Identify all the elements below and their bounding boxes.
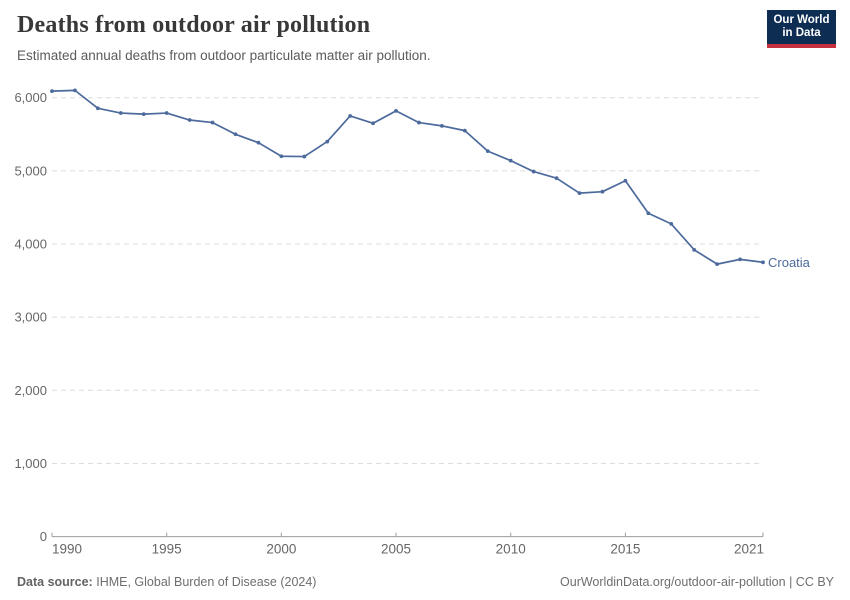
data-point[interactable] xyxy=(50,89,54,94)
data-point[interactable] xyxy=(417,120,421,125)
data-source-value: IHME, Global Burden of Disease (2024) xyxy=(96,575,317,589)
data-point[interactable] xyxy=(485,149,490,153)
data-point[interactable] xyxy=(623,178,628,183)
chart-subtitle: Estimated annual deaths from outdoor par… xyxy=(17,48,431,63)
y-tick-label: 6,000 xyxy=(14,90,47,105)
data-source-label: Data source: xyxy=(17,575,93,589)
y-tick-label: 2,000 xyxy=(14,383,47,398)
y-tick-label: 4,000 xyxy=(14,237,47,252)
y-tick-label: 0 xyxy=(40,529,47,544)
data-point[interactable] xyxy=(508,158,513,163)
data-point[interactable] xyxy=(531,169,536,174)
owid-logo-line1: Our World xyxy=(773,14,830,26)
data-point[interactable] xyxy=(577,191,582,196)
line-chart[interactable]: 0 1,000 2,000 3,000 4,000 5,000 6,000 1990 1995 2… xyxy=(0,78,850,557)
chart-header: Deaths from outdoor air pollution Estima… xyxy=(17,12,750,63)
data-point[interactable] xyxy=(371,121,375,126)
data-point[interactable] xyxy=(692,247,697,252)
data-point[interactable] xyxy=(761,260,765,265)
owid-logo-line2: in Data xyxy=(782,27,821,39)
credit: OurWorldinData.org/outdoor-air-pollution… xyxy=(560,575,834,589)
data-point[interactable] xyxy=(554,176,559,181)
data-source: Data source: IHME, Global Burden of Dise… xyxy=(17,575,316,589)
data-point[interactable] xyxy=(233,132,238,137)
data-point[interactable] xyxy=(73,88,77,93)
data-point[interactable] xyxy=(210,120,215,125)
owid-logo[interactable]: Our World in Data xyxy=(767,10,836,48)
line-chart-svg[interactable]: 0 1,000 2,000 3,000 4,000 5,000 6,000 1990 1995 2… xyxy=(0,78,850,557)
page-title: Deaths from outdoor air pollution xyxy=(17,12,371,38)
data-point[interactable] xyxy=(440,123,444,128)
x-tick-label: 1990 xyxy=(52,542,82,556)
x-tick-label: 2000 xyxy=(266,542,296,556)
x-tick-label: 1995 xyxy=(152,542,182,556)
x-tick-label: 2010 xyxy=(496,542,526,556)
x-tick-label: 2021 xyxy=(734,542,764,556)
y-tick-label: 5,000 xyxy=(14,163,47,178)
series-label: Croatia xyxy=(768,255,811,270)
data-point[interactable] xyxy=(394,108,398,113)
data-point[interactable] xyxy=(348,114,353,118)
data-point[interactable] xyxy=(325,139,330,144)
owid-link[interactable]: OurWorldinData.org/outdoor-air-pollution xyxy=(560,575,786,589)
x-tick-label: 2015 xyxy=(610,542,640,556)
data-point[interactable] xyxy=(715,262,720,267)
data-point[interactable] xyxy=(669,221,674,226)
data-point[interactable] xyxy=(646,211,651,216)
data-point[interactable] xyxy=(141,112,146,117)
data-point[interactable] xyxy=(256,140,261,145)
chart-footer: Data source: IHME, Global Burden of Dise… xyxy=(17,575,834,589)
data-point[interactable] xyxy=(95,106,100,111)
credit-separator: | xyxy=(785,575,796,589)
y-tick-label: 1,000 xyxy=(14,456,47,471)
data-point[interactable] xyxy=(462,128,467,133)
data-point[interactable] xyxy=(118,111,123,115)
data-point[interactable] xyxy=(738,257,742,262)
data-point[interactable] xyxy=(164,111,169,115)
license-label: CC BY xyxy=(795,575,834,589)
data-point[interactable] xyxy=(302,154,307,159)
y-tick-label: 3,000 xyxy=(14,310,47,325)
data-point[interactable] xyxy=(187,118,192,122)
data-line[interactable] xyxy=(51,89,764,265)
data-point[interactable] xyxy=(279,154,284,159)
data-point[interactable] xyxy=(600,189,605,194)
x-tick-label: 2005 xyxy=(381,542,411,556)
